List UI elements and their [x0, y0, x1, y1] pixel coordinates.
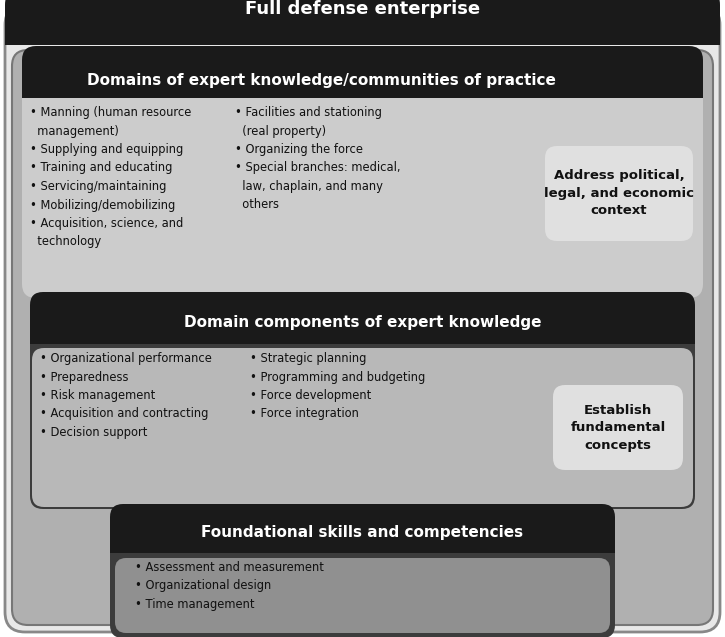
Bar [30, 325, 695, 344]
Text: • Facilities and stationing
  (real property)
• Organizing the force
• Special b: • Facilities and stationing (real proper… [235, 106, 400, 211]
FancyBboxPatch shape [12, 50, 713, 625]
Text: Establish
fundamental
concepts: Establish fundamental concepts [571, 403, 666, 452]
FancyBboxPatch shape [32, 348, 693, 507]
FancyBboxPatch shape [5, 0, 720, 45]
FancyBboxPatch shape [30, 292, 695, 344]
Bar [22, 79, 703, 98]
Text: Domain components of expert knowledge: Domain components of expert knowledge [183, 315, 542, 331]
FancyBboxPatch shape [115, 558, 610, 633]
Text: Foundational skills and competencies: Foundational skills and competencies [202, 526, 523, 541]
Text: • Manning (human resource
  management)
• Supplying and equipping
• Training and: • Manning (human resource management) • … [30, 106, 191, 248]
FancyBboxPatch shape [22, 60, 703, 298]
Bar [110, 535, 615, 553]
Text: • Organizational performance
• Preparedness
• Risk management
• Acquisition and : • Organizational performance • Preparedn… [40, 352, 212, 439]
Text: • Assessment and measurement
• Organizational design
• Time management: • Assessment and measurement • Organizat… [135, 561, 324, 611]
FancyBboxPatch shape [110, 504, 615, 553]
FancyBboxPatch shape [553, 385, 683, 470]
Text: Address political,
legal, and economic
context: Address political, legal, and economic c… [544, 169, 694, 217]
Text: • Strategic planning
• Programming and budgeting
• Force development
• Force int: • Strategic planning • Programming and b… [250, 352, 426, 420]
Text: Domains of expert knowledge/communities of practice: Domains of expert knowledge/communities … [87, 73, 556, 89]
FancyBboxPatch shape [545, 146, 693, 241]
FancyBboxPatch shape [110, 517, 615, 637]
FancyBboxPatch shape [5, 5, 720, 632]
FancyBboxPatch shape [30, 306, 695, 509]
Bar [5, 25, 720, 45]
FancyBboxPatch shape [22, 46, 703, 98]
Text: Full defense enterprise: Full defense enterprise [245, 0, 480, 18]
